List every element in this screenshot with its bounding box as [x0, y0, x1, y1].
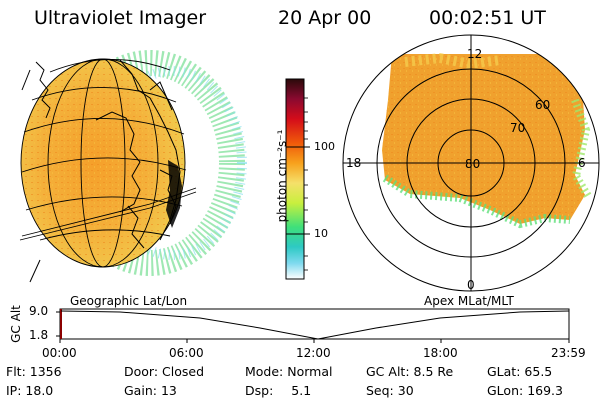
info-glat: GLat: 65.5: [487, 364, 553, 379]
info-gain: Gain: 13: [124, 383, 177, 398]
header-date: 20 Apr 00: [278, 7, 372, 29]
geographic-globe: [19, 50, 247, 283]
polar-mlt-18: 18: [346, 156, 362, 170]
altitude-plot: [56, 308, 570, 343]
info-ip: IP: 18.0: [6, 383, 54, 398]
info-ip-label: IP:: [6, 383, 22, 398]
polar-lat-60: 60: [535, 98, 551, 112]
info-door: Door: Closed: [124, 364, 205, 379]
polar-mlt-6: 6: [578, 156, 586, 170]
colorbar-rect: [285, 78, 305, 280]
right-panel-caption: Apex MLat/MLT: [424, 294, 514, 308]
info-flt: Flt: 1356: [6, 364, 62, 379]
info-gain-label: Gain:: [124, 383, 157, 398]
altitude-curve: [60, 310, 570, 340]
altitude-xtick-1200: 12:00: [296, 346, 331, 360]
info-flt-value: 1356: [29, 364, 62, 379]
globe-dark-region: [166, 160, 182, 228]
info-seq-value: 30: [397, 383, 414, 398]
info-gc-alt: GC Alt: 8.5 Re: [366, 364, 454, 379]
header-time: 00:02:51 UT: [429, 7, 546, 29]
altitude-xtick-1800: 18:00: [423, 346, 458, 360]
info-glon-value: 169.3: [527, 383, 563, 398]
info-glon: GLon: 169.3: [487, 383, 563, 398]
colorbar-unit-label: photon cm⁻²s⁻¹: [275, 129, 289, 223]
info-gain-value: 13: [160, 383, 177, 398]
info-door-label: Door:: [124, 364, 159, 379]
colorbar-tick-10: 10: [314, 227, 328, 240]
altitude-ytick-1-8: 1.8: [29, 328, 49, 342]
polar-mlt-12: 12: [467, 47, 483, 61]
info-glat-value: 65.5: [524, 364, 553, 379]
polar-grid: [342, 34, 600, 292]
info-dsp: Dsp: 5.1: [245, 383, 312, 398]
altitude-xtick-0000: 00:00: [42, 346, 77, 360]
altitude-axis-label: GC Alt: [9, 305, 23, 343]
info-flt-label: Flt:: [6, 364, 26, 379]
altitude-xtick-2359: 23:59: [551, 346, 586, 360]
instrument-title: Ultraviolet Imager: [34, 7, 207, 29]
info-seq: Seq: 30: [366, 383, 414, 398]
apex-polar-plot: [342, 34, 600, 292]
polar-mlt-0: 0: [467, 278, 475, 292]
info-door-value: Closed: [162, 364, 205, 379]
colorbar: [285, 78, 310, 280]
colorbar-tick-100: 100: [314, 140, 335, 153]
info-mode: Mode: Normal: [245, 364, 333, 379]
altitude-x-ticks: [59, 339, 570, 343]
info-glon-label: GLon:: [487, 383, 524, 398]
info-seq-label: Seq:: [366, 383, 394, 398]
info-ip-value: 18.0: [25, 383, 54, 398]
info-mode-value: Normal: [287, 364, 333, 379]
info-mode-label: Mode:: [245, 364, 284, 379]
info-dsp-label: Dsp:: [245, 383, 274, 398]
info-glat-label: GLat:: [487, 364, 521, 379]
polar-lat-80: 80: [465, 157, 481, 171]
polar-lat-70: 70: [510, 121, 526, 135]
left-panel-caption: Geographic Lat/Lon: [70, 294, 188, 308]
altitude-xtick-0600: 06:00: [169, 346, 204, 360]
colorbar-minor-ticks: [304, 97, 308, 271]
info-gc-alt-label: GC Alt:: [366, 364, 410, 379]
info-dsp-value: 5.1: [291, 383, 312, 398]
altitude-ytick-9: 9.0: [29, 304, 49, 318]
info-gc-alt-value: 8.5 Re: [413, 364, 454, 379]
